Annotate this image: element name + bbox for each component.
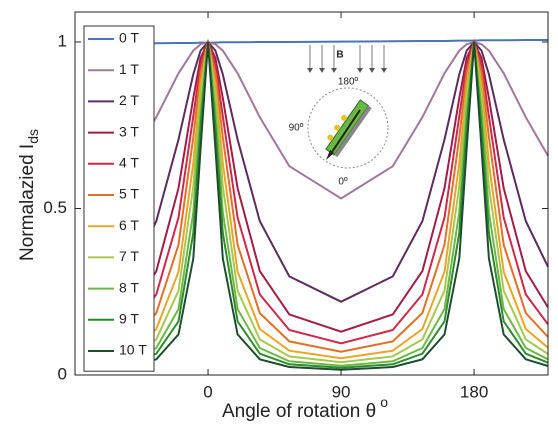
x-tick-label: 180 [460,382,488,401]
plot-area: 0 0.5 1 0 90 180 0 T 1 T 2 T 3 T 4 T 5 T 6 T 7 T 8 T 9 … [43,11,549,401]
series-line [133,41,549,360]
series-line [133,41,549,353]
legend-label: 3 T [119,123,139,139]
x-axis-label-sup: o [380,394,388,410]
series-line [133,38,549,345]
legend-label: 6 T [119,217,139,233]
legend-label: 7 T [119,248,139,264]
legend-label: 9 T [119,311,139,327]
legend-label: 10 T [119,342,147,358]
x-tick-label: 0 [203,382,212,401]
angle-label: 180º [338,77,359,88]
y-axis-label: Normalazied Ids [17,129,41,261]
series-line [133,41,549,369]
legend-box [83,25,155,372]
series-line [134,39,548,45]
angle-label: 0º [338,177,348,188]
axis-frame [74,11,549,376]
inset-diagram [307,45,389,169]
field-label: B [336,50,343,61]
legend-label: 1 T [119,61,139,77]
legend-label: 8 T [119,279,139,295]
y-axis-label-main: Normalazied I [17,144,38,261]
y-tick-label: 1 [58,31,67,50]
angle-label: 90º [289,123,304,134]
series-line [133,40,549,200]
x-axis-label-main: Angle of rotation θ [222,401,376,422]
series-line [133,40,549,303]
legend-label: 2 T [119,92,139,108]
y-tick-label: 0 [58,364,67,383]
legend-label: 0 T [119,30,139,46]
series-line [133,41,549,364]
series-line [133,39,549,333]
series-line [133,41,549,367]
legend-label: 5 T [119,186,139,202]
legend-label: 4 T [119,155,139,171]
x-tick-label: 90 [332,382,351,401]
y-axis-label-sub: ds [25,129,41,144]
y-tick-label: 0.5 [43,198,67,217]
